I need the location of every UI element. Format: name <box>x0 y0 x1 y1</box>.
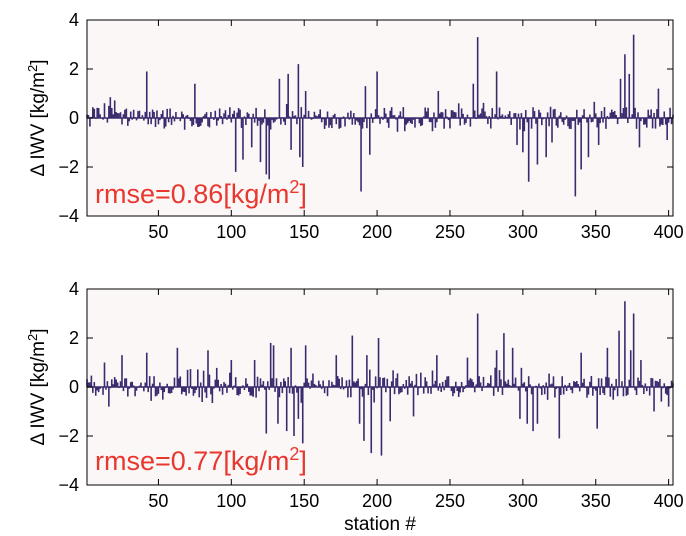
x-tick-label: 50 <box>148 491 168 511</box>
x-tick-label: 100 <box>216 222 246 242</box>
y-tick-label: −4 <box>58 206 79 226</box>
x-tick-label: 150 <box>289 491 319 511</box>
x-tick-label: 250 <box>435 222 465 242</box>
x-tick-label: 50 <box>148 222 168 242</box>
x-axis-label: station # <box>344 514 416 535</box>
top-y-axis-label: Δ IWV [kg/m2] <box>25 59 49 176</box>
x-tick-label: 200 <box>362 491 392 511</box>
y-tick-label: −2 <box>58 426 79 446</box>
bottom-x-axis: 50 100 150 200 250 300 350 400 <box>148 289 684 511</box>
x-tick-label: 150 <box>289 222 319 242</box>
y-tick-label: 0 <box>69 108 79 128</box>
x-tick-label: 100 <box>216 491 246 511</box>
x-tick-label: 250 <box>435 491 465 511</box>
x-tick-label: 350 <box>581 491 611 511</box>
x-tick-label: 300 <box>508 222 538 242</box>
bottom-rmse-annotation: rmse=0.77[kg/m2] <box>95 444 307 476</box>
x-tick-label: 200 <box>362 222 392 242</box>
bottom-panel: 50 100 150 200 250 300 350 400 −4 −2 0 2 4 Δ IWV [k… <box>25 279 684 511</box>
y-tick-label: −2 <box>58 157 79 177</box>
x-tick-label: 300 <box>508 491 538 511</box>
top-panel: 50 100 150 200 250 300 350 400 −4 −2 0 2 4 Δ IWV [k… <box>25 10 684 242</box>
x-tick-label: 400 <box>654 222 684 242</box>
top-rmse-annotation: rmse=0.86[kg/m2] <box>95 177 307 209</box>
y-tick-label: 2 <box>69 59 79 79</box>
y-tick-label: −4 <box>58 475 79 495</box>
y-tick-label: 4 <box>69 279 79 299</box>
x-tick-label: 400 <box>654 491 684 511</box>
y-tick-label: 0 <box>69 377 79 397</box>
bottom-y-axis-label: Δ IWV [kg/m2] <box>25 328 49 445</box>
top-x-axis: 50 100 150 200 250 300 350 400 <box>148 20 684 242</box>
top-y-axis: −4 −2 0 2 4 <box>58 10 673 226</box>
y-tick-label: 2 <box>69 328 79 348</box>
bottom-y-axis: −4 −2 0 2 4 <box>58 279 673 495</box>
y-tick-label: 4 <box>69 10 79 30</box>
x-tick-label: 350 <box>581 222 611 242</box>
